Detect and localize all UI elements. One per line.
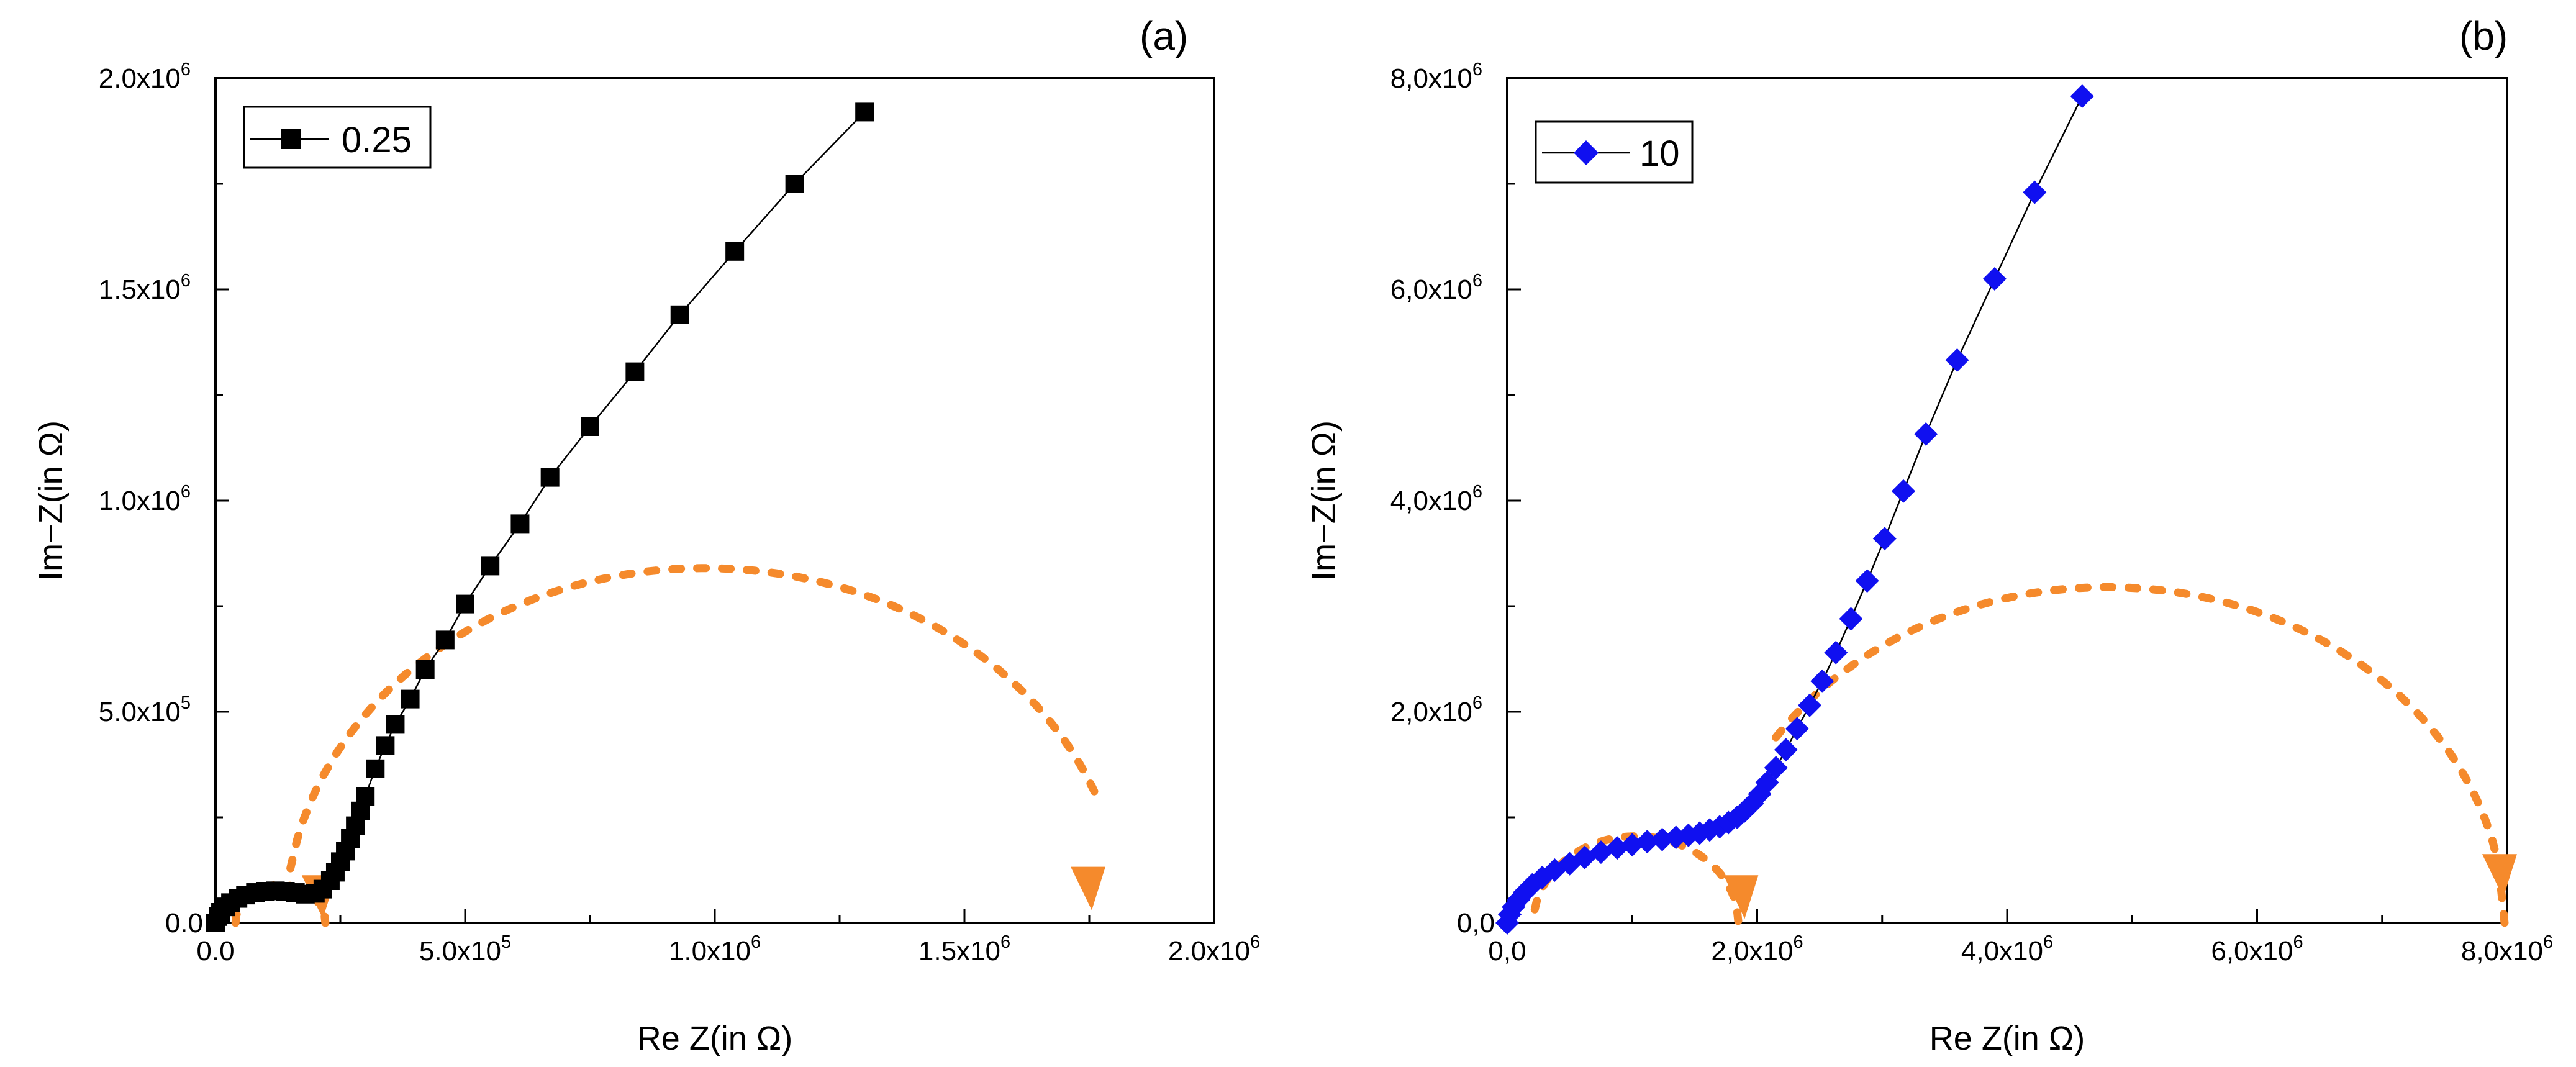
data-point-a-31 bbox=[510, 514, 530, 534]
x-tick-label-a-1: 5.0x105 bbox=[419, 932, 511, 966]
x-tick-label-b-0: 0,0 bbox=[1488, 936, 1526, 966]
data-point-a-37 bbox=[785, 175, 804, 193]
x-tick-label-b-3: 6,0x106 bbox=[2211, 932, 2303, 966]
y-tick-label-b-1: 2,0x106 bbox=[1390, 693, 1482, 727]
series-b bbox=[1495, 84, 2094, 935]
data-point-a-26 bbox=[401, 689, 420, 709]
y-tick-label-b-4: 8,0x106 bbox=[1390, 60, 1482, 94]
legend-label-a: 0.25 bbox=[342, 120, 412, 160]
y-tick-label-b-2: 4,0x106 bbox=[1390, 482, 1482, 516]
data-point-b-12 bbox=[1620, 833, 1644, 857]
y-tick-label-a-1: 5.0x105 bbox=[99, 693, 191, 727]
x-axis-title-a: Re Z(in Ω) bbox=[637, 1020, 792, 1057]
x-tick-label-a-4: 2.0x106 bbox=[1168, 932, 1260, 966]
data-point-b-36 bbox=[1914, 422, 1938, 446]
legend-label-b: 10 bbox=[1639, 134, 1680, 174]
data-point-b-10 bbox=[1589, 840, 1613, 865]
data-point-b-26 bbox=[1764, 756, 1788, 780]
y-axis-title-b: Im−Z(in Ω) bbox=[1305, 420, 1343, 581]
data-point-b-28 bbox=[1785, 717, 1809, 741]
legend-box-a bbox=[243, 106, 432, 169]
data-point-a-23 bbox=[366, 759, 385, 778]
data-point-a-35 bbox=[670, 305, 689, 324]
data-point-b-11 bbox=[1605, 836, 1630, 860]
plot-frame-b bbox=[1506, 77, 2508, 924]
x-tick-label-a-0: 0.0 bbox=[196, 936, 234, 966]
fit-arrow-b-0 bbox=[1723, 875, 1759, 919]
data-point-a-38 bbox=[855, 102, 874, 122]
y-tick-label-a-0: 0.0 bbox=[165, 908, 203, 938]
ticks-a: 0.0 5.0x105 1.0x106 1.5x106 2.0x106 0.0 5.0x10… bbox=[99, 60, 1260, 966]
x-tick-label-b-4: 8,0x106 bbox=[2461, 932, 2553, 966]
legend-marker-square bbox=[281, 129, 301, 149]
data-point-b-38 bbox=[1982, 267, 2007, 291]
data-point-b-29 bbox=[1798, 693, 1822, 717]
ticks-b: 0,0 2,0x106 4,0x106 6,0x106 8,0x106 0,0 2,0x10… bbox=[1390, 60, 2553, 966]
data-point-a-24 bbox=[376, 736, 395, 755]
data-point-a-34 bbox=[625, 362, 645, 381]
y-tick-label-b-0: 0,0 bbox=[1457, 908, 1495, 938]
data-point-b-13 bbox=[1635, 830, 1659, 854]
x-tick-label-b-1: 2,0x106 bbox=[1711, 932, 1803, 966]
data-point-b-30 bbox=[1810, 669, 1834, 693]
x-axis-title-b: Re Z(in Ω) bbox=[1930, 1020, 2085, 1057]
x-tick-label-a-3: 1.5x106 bbox=[918, 932, 1010, 966]
data-point-a-32 bbox=[540, 468, 560, 487]
fit-arc-b-0 bbox=[1530, 832, 1743, 927]
data-point-b-32 bbox=[1839, 607, 1863, 631]
data-point-a-25 bbox=[386, 715, 405, 734]
data-point-a-29 bbox=[456, 594, 474, 614]
data-point-a-27 bbox=[415, 660, 435, 679]
data-point-b-35 bbox=[1891, 479, 1915, 503]
data-point-a-30 bbox=[481, 556, 500, 576]
x-tick-label-a-2: 1.0x106 bbox=[669, 932, 761, 966]
data-point-b-33 bbox=[1855, 569, 1879, 593]
fit-arc-b-1 bbox=[1772, 583, 2509, 927]
legend-b: 10 bbox=[1535, 120, 1694, 184]
data-point-a-33 bbox=[581, 417, 599, 436]
data-point-b-37 bbox=[1945, 348, 1969, 372]
x-tick-label-b-2: 4,0x106 bbox=[1961, 932, 2053, 966]
data-point-b-31 bbox=[1824, 640, 1848, 665]
fit-arcs-a bbox=[231, 564, 1105, 927]
data-point-a-28 bbox=[435, 630, 455, 650]
y-tick-label-a-4: 2.0x106 bbox=[99, 60, 191, 94]
fit-arc-a-1 bbox=[286, 564, 1104, 873]
series-a bbox=[206, 102, 874, 932]
fit-arcs-b bbox=[1530, 583, 2517, 927]
data-point-b-40 bbox=[2070, 84, 2094, 108]
panel-letter-a: (a) bbox=[1140, 14, 1188, 58]
data-point-b-39 bbox=[2023, 180, 2047, 204]
y-axis-title-a: Im−Z(in Ω) bbox=[32, 420, 70, 581]
y-tick-label-b-3: 6,0x106 bbox=[1390, 271, 1482, 305]
panel-letter-b: (b) bbox=[2459, 14, 2508, 58]
series-line-b-0 bbox=[1506, 96, 2083, 924]
data-point-b-34 bbox=[1872, 527, 1897, 551]
data-point-a-22 bbox=[356, 787, 375, 806]
legend-a: 0.25 bbox=[243, 106, 432, 169]
fit-arrow-a-1 bbox=[1071, 866, 1105, 910]
panel-b: (b) 0,0 2,0x106 4,0x106 6,0x106 8,0x106 0,0 2,… bbox=[1305, 14, 2553, 1057]
fit-arrow-b-1 bbox=[2482, 854, 2517, 898]
y-tick-label-a-2: 1.0x106 bbox=[99, 482, 191, 516]
data-point-b-27 bbox=[1774, 738, 1798, 762]
panel-a: (a) 0.0 5.0x105 1.0x106 1.5x106 2.0x106 0.0 5.… bbox=[32, 14, 1260, 1057]
legend-marker-diamond bbox=[1574, 140, 1599, 165]
data-point-a-36 bbox=[725, 242, 745, 261]
y-tick-label-a-3: 1.5x106 bbox=[99, 271, 191, 305]
